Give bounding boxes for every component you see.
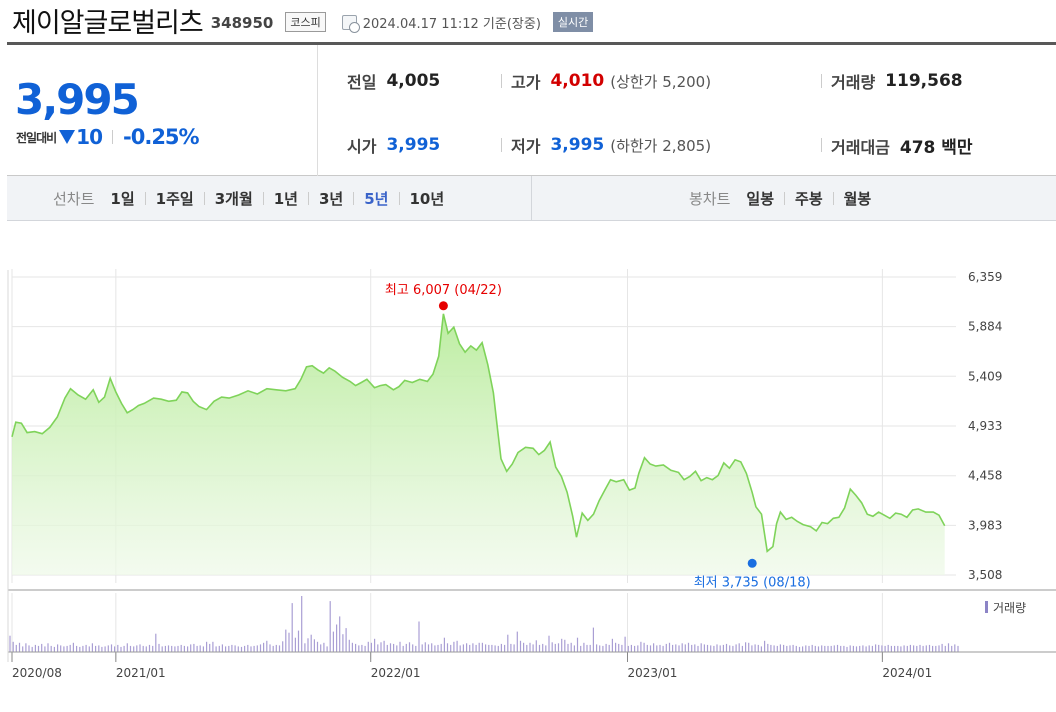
down-triangle-icon: [59, 130, 76, 144]
chart-period-bar: 선차트 1일 1주일 3개월 1년 3년 5년 10년 봉차트 일봉 주봉 월봉: [7, 176, 1056, 221]
period-5y[interactable]: 5년: [364, 190, 389, 208]
x-tick-label: 2023/01: [627, 666, 677, 680]
change-row: 전일대비 10 -0.25%: [16, 125, 200, 149]
low-marker: [747, 558, 757, 568]
period-1d[interactable]: 1일: [110, 190, 135, 208]
timestamp: 2024.04.17 11:12 기준(장중): [362, 16, 541, 32]
change-amount: 10: [76, 125, 103, 149]
stat-volume: 거래량 119,568: [831, 71, 963, 92]
y-tick-label: 5,884: [968, 320, 1002, 334]
divider: [501, 138, 502, 152]
clock-icon: [341, 15, 360, 33]
price-chart[interactable]: 6,359 5,884 5,409 4,933 4,458 3,983 3,508 2020/…: [0, 222, 1056, 712]
volume-legend: 거래량: [985, 601, 1026, 615]
title-row: 제이알글로벌리츠 348950 코스피 2024.04.17 11:12 기준(…: [12, 2, 594, 39]
y-tick-label: 4,933: [968, 419, 1002, 433]
y-tick-label: 6,359: [968, 270, 1002, 284]
stock-name: 제이알글로벌리츠: [12, 7, 204, 39]
divider: [821, 74, 822, 88]
period-10y[interactable]: 10년: [409, 190, 445, 208]
stat-prev-close: 전일 4,005: [347, 71, 441, 92]
divider: [821, 138, 822, 152]
current-price: 3,995: [15, 75, 140, 124]
x-tick-label: 2024/01: [882, 666, 932, 680]
line-chart-periods: 선차트 1일 1주일 3개월 1년 3년 5년 10년: [53, 188, 444, 209]
period-3y[interactable]: 3년: [319, 190, 344, 208]
price-line: [11, 313, 946, 553]
divider: [531, 176, 532, 220]
x-tick-label: 2021/01: [116, 666, 166, 680]
stat-amount: 거래대금 478 백만: [831, 137, 973, 159]
period-3m[interactable]: 3개월: [214, 190, 253, 208]
line-chart-label: 선차트: [53, 190, 95, 208]
x-tick-label: 2020/08: [12, 666, 62, 680]
divider: [501, 74, 502, 88]
candle-weekly[interactable]: 주봉: [795, 190, 823, 208]
price-area: [12, 313, 945, 575]
x-tick-label: 2022/01: [371, 666, 421, 680]
low-annotation: 최저 3,735 (08/18): [694, 575, 811, 590]
y-tick-label: 4,458: [968, 469, 1002, 483]
candle-monthly[interactable]: 월봉: [843, 190, 872, 208]
price-box: 3,995 전일대비 10 -0.25%: [7, 45, 318, 176]
period-1w[interactable]: 1주일: [155, 190, 194, 208]
y-tick-label: 3,983: [968, 518, 1002, 532]
market-badge: 코스피: [285, 12, 326, 32]
change-label: 전일대비: [16, 130, 57, 145]
candle-chart-periods: 봉차트 일봉 주봉 월봉: [689, 188, 871, 209]
stat-open: 시가 3,995: [347, 135, 441, 156]
y-tick-label: 5,409: [968, 369, 1002, 383]
divider: [112, 130, 114, 144]
stat-high: 고가 4,010 (상한가 5,200): [511, 71, 712, 92]
quote-summary: 3,995 전일대비 10 -0.25% 전일 4,005 고가 4,010 (…: [7, 42, 1056, 176]
y-tick-label: 3,508: [968, 568, 1002, 582]
candle-chart-label: 봉차트: [689, 190, 731, 208]
volume-legend-label: 거래량: [993, 601, 1026, 615]
stock-code: 348950: [210, 14, 274, 32]
high-annotation: 최고 6,007 (04/22): [385, 283, 502, 298]
high-marker: [438, 301, 448, 311]
period-1y[interactable]: 1년: [273, 190, 298, 208]
candle-daily[interactable]: 일봉: [746, 190, 775, 208]
stat-low: 저가 3,995 (하한가 2,805): [511, 135, 712, 156]
change-percent: -0.25%: [123, 125, 200, 149]
realtime-button[interactable]: 실시간: [552, 12, 594, 32]
